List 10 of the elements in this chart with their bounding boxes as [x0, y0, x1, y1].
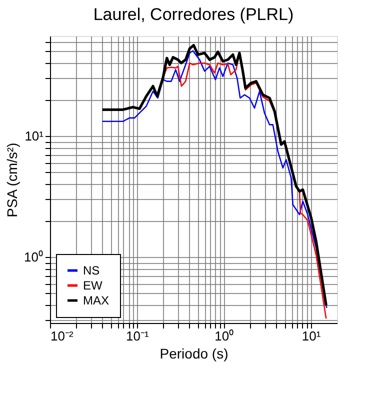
- legend-label: NS: [83, 264, 100, 278]
- y-axis-title: PSA (cm/s²): [4, 142, 20, 218]
- chart-title: Laurel, Corredores (PLRL): [93, 4, 294, 24]
- x-tick-label: 10⁰: [214, 328, 234, 344]
- legend-label: MAX: [83, 294, 110, 308]
- x-axis-title: Periodo (s): [160, 346, 228, 362]
- x-tick-label: 10¹: [302, 328, 322, 344]
- x-tick-label: 10⁻²: [50, 328, 74, 344]
- legend-label: EW: [83, 278, 104, 292]
- x-tick-label: 10⁻¹: [126, 328, 150, 344]
